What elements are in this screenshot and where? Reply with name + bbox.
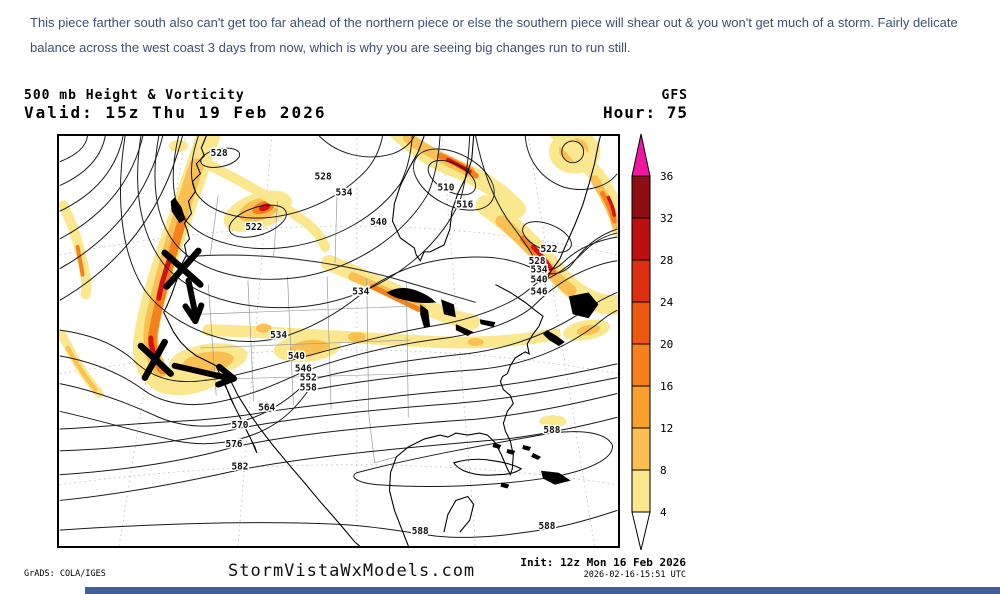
colorbar-tick: 32 — [660, 212, 673, 225]
colorbar-segment — [632, 302, 650, 344]
contour-label: 510 — [437, 182, 454, 193]
contour-label: 534 — [335, 187, 352, 198]
contour-label: 540 — [531, 275, 548, 286]
watermark: StormVistaWxModels.com — [228, 561, 475, 581]
contour-label: 582 — [231, 462, 248, 473]
colorbar-tick: 36 — [660, 170, 673, 183]
contour-label: 588 — [543, 425, 560, 436]
colorbar-tick: 24 — [660, 296, 674, 309]
grads-credit: GrADS: COLA/IGES — [24, 569, 106, 579]
colorbar-tick: 4 — [660, 506, 667, 519]
map-title: 500 mb Height & Vorticity — [24, 88, 245, 103]
contour-label: 570 — [231, 420, 248, 431]
contour-label: 540 — [288, 351, 305, 362]
forecast-hour: Hour: 75 — [520, 103, 688, 122]
colorbar-tick: 12 — [660, 422, 673, 435]
contour-label: 546 — [531, 286, 548, 297]
weather-map-canvas: 5285225285345405105165225285345405465345… — [59, 136, 618, 546]
colorbar-tick: 28 — [660, 254, 673, 267]
init-time: Init: 12z Mon 16 Feb 2026 — [500, 556, 686, 569]
contour-label: 576 — [226, 439, 243, 450]
colorbar-under-arrow — [632, 512, 650, 550]
contour-label: 564 — [258, 402, 275, 413]
colorbar-segment — [632, 344, 650, 386]
contour-label: 588 — [538, 521, 555, 532]
model-name: GFS — [520, 88, 688, 103]
colorbar-segment — [632, 428, 650, 470]
colorbar-segment — [632, 176, 650, 218]
contour-label: 588 — [412, 526, 429, 537]
contour-label: 534 — [270, 330, 287, 341]
contour-label: 522 — [245, 222, 262, 233]
colorbar-segment — [632, 470, 650, 512]
generated-timestamp: 2026-02-16-15:51 UTC — [500, 570, 686, 580]
vorticity-colorbar: 36 32 28 24 20 16 12 8 4 — [620, 128, 700, 568]
contour-label: 534 — [352, 286, 369, 297]
contour-label: 558 — [300, 383, 317, 394]
colorbar-segment — [632, 218, 650, 260]
weather-map-image[interactable]: 5285225285345405105165225285345405465345… — [57, 134, 620, 548]
colorbar-segment — [632, 260, 650, 302]
post-text: This piece farther south also can't get … — [30, 10, 995, 60]
bottom-blue-bar — [85, 587, 1000, 594]
forum-post: This piece farther south also can't get … — [0, 0, 1000, 594]
colorbar-tick: 20 — [660, 338, 673, 351]
colorbar-tick: 8 — [660, 464, 667, 477]
contour-label: 516 — [456, 199, 473, 210]
contour-label: 528 — [211, 148, 228, 159]
colorbar-segment — [632, 386, 650, 428]
contour-label: 528 — [315, 172, 332, 183]
colorbar-tick: 16 — [660, 380, 673, 393]
valid-time: Valid: 15z Thu 19 Feb 2026 — [24, 103, 326, 122]
contour-label: 522 — [540, 244, 557, 255]
contour-label: 540 — [370, 217, 387, 228]
colorbar-over-arrow — [632, 134, 650, 176]
